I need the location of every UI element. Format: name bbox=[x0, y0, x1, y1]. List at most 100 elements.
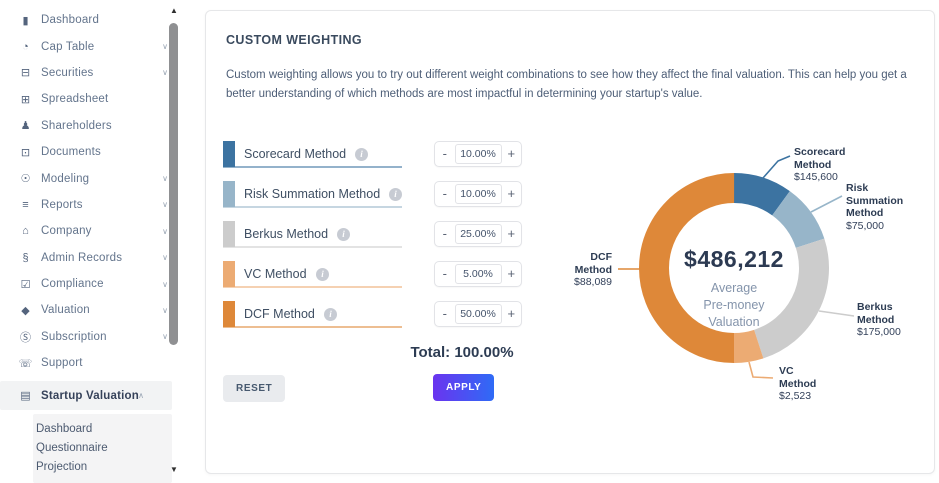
chart-label-line: Berkus bbox=[857, 301, 893, 313]
weight-input[interactable] bbox=[454, 144, 502, 164]
weight-input[interactable] bbox=[454, 224, 502, 244]
scrollbar-thumb[interactable] bbox=[169, 23, 178, 345]
chart-label-line: Risk bbox=[846, 182, 869, 194]
info-icon[interactable]: i bbox=[389, 188, 402, 201]
sidebar-item-reports[interactable]: ≡ Reports ∨ bbox=[0, 192, 196, 218]
decrease-weight-button[interactable]: - bbox=[435, 182, 455, 206]
valuation-donut-chart: $486,212 Average Pre-money Valuation Sco… bbox=[561, 126, 936, 426]
chart-label-berkus-method: Berkus Method $175,000 bbox=[857, 301, 901, 339]
chart-label-line: Method bbox=[574, 263, 612, 276]
sidebar-item-company[interactable]: ⌂ Company ∨ bbox=[0, 218, 196, 244]
weight-stepper: -+ bbox=[434, 261, 522, 287]
method-underline bbox=[223, 246, 402, 248]
weight-input[interactable] bbox=[454, 184, 502, 204]
info-icon[interactable]: i bbox=[324, 308, 337, 321]
submenu-item-questionnaire[interactable]: Questionnaire bbox=[36, 442, 108, 455]
sidebar-item-label: Reports bbox=[41, 198, 83, 211]
method-underline bbox=[223, 286, 402, 288]
chevron-down-icon: ∨ bbox=[162, 200, 168, 210]
sidebar-nav: ▮ Dashboard ◔ Cap Table ∨ ⊟ Securities ∨ ⊞ Spread… bbox=[0, 0, 196, 483]
documents-icon: ⊡ bbox=[20, 146, 31, 159]
decrease-weight-button[interactable]: - bbox=[435, 302, 455, 326]
sidebar-item-dashboard[interactable]: ▮ Dashboard bbox=[0, 7, 196, 33]
sidebar-item-label: Spreadsheet bbox=[41, 93, 109, 106]
caption-line: Average bbox=[710, 281, 758, 295]
chevron-down-icon: ∨ bbox=[162, 226, 168, 236]
chevron-down-icon: ∨ bbox=[162, 174, 168, 184]
sidebar-item-label: Documents bbox=[41, 146, 101, 159]
sidebar-item-shareholders[interactable]: ♟ Shareholders bbox=[0, 113, 196, 139]
sidebar-item-label: Cap Table bbox=[41, 40, 95, 53]
method-color-swatch bbox=[223, 261, 235, 287]
chart-label-scorecard-method: Scorecard Method $145,600 bbox=[794, 146, 845, 184]
apply-button[interactable]: APPLY bbox=[433, 374, 495, 401]
sidebar-item-label: Valuation bbox=[41, 304, 90, 317]
average-valuation-caption: Average Pre-money Valuation bbox=[644, 280, 824, 331]
sidebar-item-label: Support bbox=[41, 357, 83, 370]
submenu-item-dashboard[interactable]: Dashboard bbox=[36, 423, 93, 436]
sidebar-item-compliance[interactable]: ☑ Compliance ∨ bbox=[0, 271, 196, 297]
sidebar-item-label: Compliance bbox=[41, 278, 104, 291]
sidebar-item-label: Shareholders bbox=[41, 119, 112, 132]
method-underline bbox=[223, 166, 402, 168]
sidebar-item-admin-records[interactable]: § Admin Records ∨ bbox=[0, 245, 196, 271]
donut-segment-risk-summation-method[interactable] bbox=[622, 156, 845, 379]
chart-label-line: Scorecard bbox=[794, 146, 846, 158]
method-name: Berkus Method bbox=[244, 227, 329, 241]
weight-stepper: -+ bbox=[434, 181, 522, 207]
chart-label-amount: $75,000 bbox=[846, 219, 884, 232]
sidebar-item-cap-table[interactable]: ◔ Cap Table ∨ bbox=[0, 33, 196, 59]
leader-line bbox=[818, 310, 855, 317]
info-icon[interactable]: i bbox=[355, 148, 368, 161]
chart-label-line: VC bbox=[779, 365, 794, 377]
average-valuation-value: $486,212 bbox=[684, 246, 784, 272]
increase-weight-button[interactable]: + bbox=[502, 222, 522, 246]
weight-input[interactable] bbox=[454, 264, 502, 284]
info-icon[interactable]: i bbox=[316, 268, 329, 281]
caption-line: Valuation bbox=[708, 315, 760, 329]
sidebar-item-documents[interactable]: ⊡ Documents bbox=[0, 139, 196, 165]
sidebar-item-support[interactable]: ☏ Support bbox=[0, 350, 196, 376]
scroll-down-icon[interactable]: ▼ bbox=[170, 465, 178, 474]
sidebar-item-valuation[interactable]: ◆ Valuation ∨ bbox=[0, 297, 196, 323]
weight-input[interactable] bbox=[454, 304, 502, 324]
decrease-weight-button[interactable]: - bbox=[435, 142, 455, 166]
info-icon[interactable]: i bbox=[337, 228, 350, 241]
donut-segment-berkus-method[interactable] bbox=[633, 167, 835, 369]
sidebar-item-startup-valuation[interactable]: ▤ Startup Valuation ∧ bbox=[0, 381, 172, 411]
increase-weight-button[interactable]: + bbox=[502, 142, 522, 166]
increase-weight-button[interactable]: + bbox=[502, 262, 522, 286]
chart-label-amount: $88,089 bbox=[574, 276, 612, 288]
increase-weight-button[interactable]: + bbox=[502, 182, 522, 206]
decrease-weight-button[interactable]: - bbox=[435, 262, 455, 286]
method-color-swatch bbox=[223, 181, 235, 207]
sidebar-item-modeling[interactable]: ☉ Modeling ∨ bbox=[0, 165, 196, 191]
donut-segment-dcf-method[interactable] bbox=[639, 173, 829, 363]
shareholders-icon: ♟ bbox=[20, 120, 31, 133]
decrease-weight-button[interactable]: - bbox=[435, 222, 455, 246]
submenu-item-projection[interactable]: Projection bbox=[36, 461, 88, 474]
method-color-swatch bbox=[223, 301, 235, 327]
chart-label-amount: $175,000 bbox=[857, 326, 901, 338]
chart-label-dcf-method: DCF Method $88,089 bbox=[574, 251, 612, 289]
weight-stepper: -+ bbox=[434, 301, 522, 327]
page-title: CUSTOM WEIGHTING bbox=[226, 33, 363, 47]
chart-center-label: $486,212 Average Pre-money Valuation bbox=[644, 246, 824, 331]
chart-label-line: DCF bbox=[590, 251, 612, 263]
sidebar-item-spreadsheet[interactable]: ⊞ Spreadsheet bbox=[0, 86, 196, 112]
sidebar-item-securities[interactable]: ⊟ Securities ∨ bbox=[0, 60, 196, 86]
chart-label-line: Method bbox=[794, 158, 832, 171]
startup-valuation-submenu: Dashboard Questionnaire Projection bbox=[33, 414, 172, 483]
startup-valuation-icon: ▤ bbox=[20, 390, 31, 403]
scroll-up-icon[interactable]: ▲ bbox=[170, 6, 178, 15]
increase-weight-button[interactable]: + bbox=[502, 302, 522, 326]
leader-line bbox=[810, 195, 843, 213]
spreadsheet-icon: ⊞ bbox=[20, 93, 31, 106]
modeling-icon: ☉ bbox=[20, 173, 31, 186]
reset-button[interactable]: RESET bbox=[223, 375, 286, 402]
sidebar-item-subscription[interactable]: Ⓢ Subscription ∨ bbox=[0, 324, 196, 350]
sidebar-item-label: Admin Records bbox=[41, 251, 123, 264]
